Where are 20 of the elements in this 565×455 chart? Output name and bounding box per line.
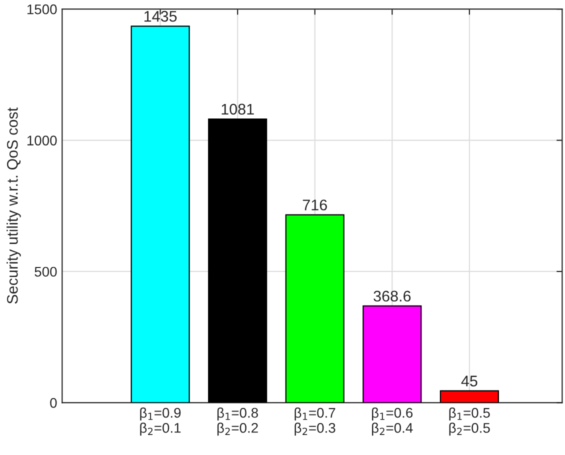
data-label: 45 bbox=[461, 376, 478, 386]
x-tick-label: β$_{1}$=0.8 β$_{2}$=0.2 bbox=[217, 408, 258, 436]
x-tick-label: β$_{1}$=0.7 β$_{2}$=0.3 bbox=[294, 408, 336, 436]
bar bbox=[208, 118, 268, 403]
y-tick-label: 0 bbox=[50, 398, 57, 408]
y-axis-title: Security utility w.r.t. QoS cost bbox=[6, 108, 21, 304]
y-tick-label: 1500 bbox=[27, 4, 57, 14]
x-tick-label: β$_{1}$=0.6 β$_{2}$=0.4 bbox=[372, 408, 413, 436]
x-tick-label: β$_{1}$=0.9 β$_{2}$=0.1 bbox=[140, 408, 181, 436]
bar bbox=[440, 390, 499, 403]
data-label: 716 bbox=[302, 200, 327, 210]
bar bbox=[130, 26, 190, 403]
bar bbox=[285, 214, 344, 403]
data-label: 368.6 bbox=[374, 290, 411, 302]
y-tick-label: 500 bbox=[34, 266, 57, 277]
y-tick-label: 1000 bbox=[27, 136, 57, 146]
data-label: 1081 bbox=[222, 104, 254, 115]
data-label: 1435 bbox=[144, 10, 177, 22]
x-tick-label: β$_{1}$=0.5 β$_{2}$=0.5 bbox=[449, 408, 490, 436]
bar bbox=[362, 305, 422, 403]
